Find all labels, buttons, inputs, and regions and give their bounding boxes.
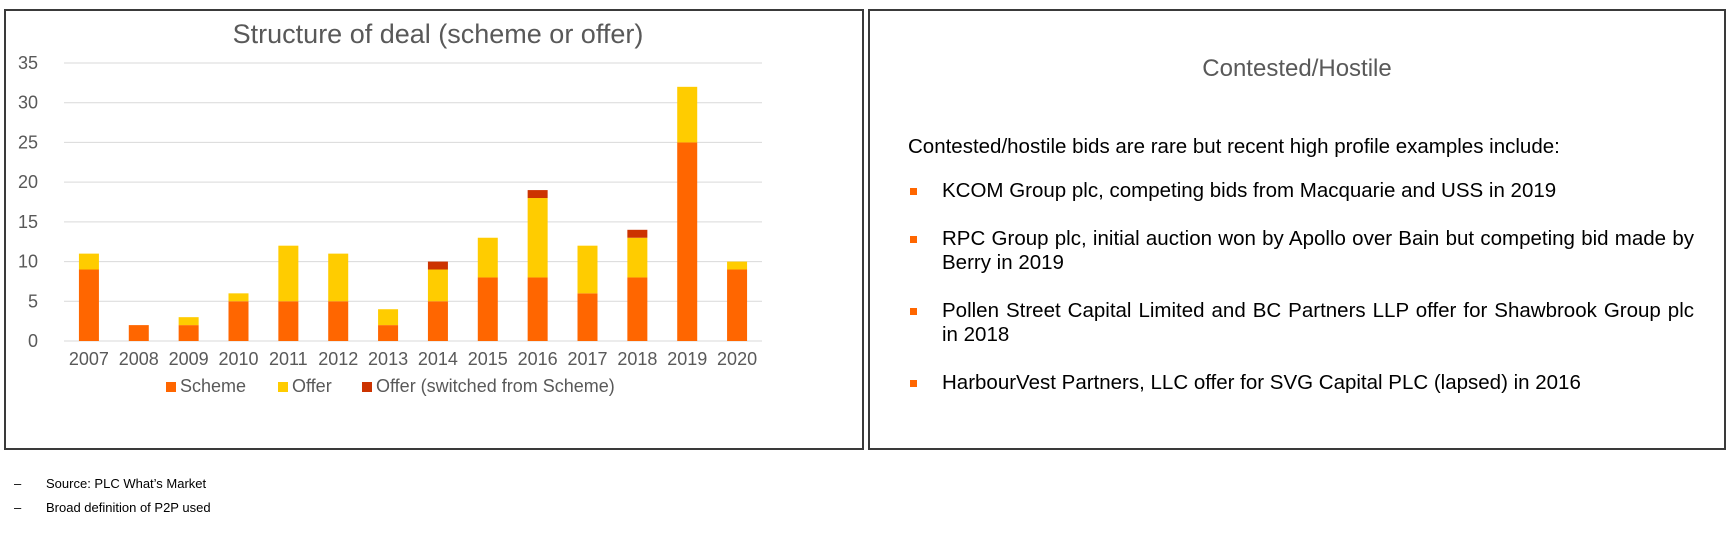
bar-segment: [527, 190, 548, 199]
y-tick-label: 30: [18, 93, 38, 113]
x-tick-label: 2008: [119, 349, 159, 369]
chart-panel: Structure of deal (scheme or offer) 0 5 10…: [4, 9, 864, 450]
footnote-text: Broad definition of P2P used: [46, 500, 211, 515]
x-tick-label: 2009: [169, 349, 209, 369]
x-tick-label: 2007: [69, 349, 109, 369]
bar-segment: [78, 253, 99, 270]
y-tick-label: 20: [18, 172, 38, 192]
bar-segment: [427, 261, 448, 270]
bar-segment: [527, 198, 548, 278]
x-tick-label: 2015: [468, 349, 508, 369]
chart-gridlines: [64, 62, 762, 342]
list-item-text: KCOM Group plc, competing bids from Macq…: [942, 179, 1557, 202]
bar-segment: [627, 277, 648, 341]
square-bullet-icon: [910, 236, 917, 243]
list-item: Pollen Street Capital Limited and BC Par…: [908, 299, 1694, 347]
legend-swatch: [166, 382, 176, 392]
list-item: HarbourVest Partners, LLC offer for SVG …: [908, 371, 1694, 395]
x-tick-label: 2018: [617, 349, 657, 369]
bar-segment: [78, 269, 99, 341]
bar-segment: [527, 277, 548, 341]
bar-segment: [477, 237, 498, 278]
y-tick-label: 0: [28, 331, 38, 351]
bar-segment: [178, 317, 199, 326]
bar-segment: [677, 142, 698, 341]
x-tick-label: 2020: [717, 349, 757, 369]
bar-segment: [328, 253, 349, 302]
x-tick-label: 2010: [218, 349, 258, 369]
bar-segment: [128, 325, 149, 341]
deal-structure-chart: Structure of deal (scheme or offer) 0 5 10…: [18, 19, 762, 396]
contested-hostile-panel: Contested/Hostile Contested/hostile bids…: [868, 9, 1726, 450]
x-tick-label: 2014: [418, 349, 458, 369]
bar-segment: [727, 261, 748, 270]
y-axis-ticks: 0 5 10 15 20 25 30 35: [18, 53, 38, 351]
bar-segment: [228, 293, 249, 302]
list-item-text: Pollen Street Capital Limited and BC Par…: [942, 299, 1694, 346]
bar-segment: [178, 325, 199, 341]
legend-swatch: [278, 382, 288, 392]
bar-segment: [477, 277, 498, 341]
x-tick-label: 2017: [567, 349, 607, 369]
x-axis-ticks: 2007 2008 2009 2010 2011 2012 2013 2014 2015 2016…: [69, 349, 757, 369]
bar-segment: [627, 229, 648, 238]
bar-segment: [727, 269, 748, 341]
square-bullet-icon: [910, 308, 917, 315]
y-tick-label: 5: [28, 291, 38, 311]
footnote-dash: –: [14, 500, 22, 515]
bar-segment: [577, 293, 598, 341]
bar-segment: [278, 301, 299, 341]
bar-segment: [627, 237, 648, 278]
square-bullet-icon: [910, 188, 917, 195]
list-item-text: RPC Group plc, initial auction won by Ap…: [942, 227, 1694, 274]
bar-segment: [378, 325, 399, 341]
chart-legend: Scheme Offer Offer (switched from Scheme): [166, 376, 615, 396]
list-item-text: HarbourVest Partners, LLC offer for SVG …: [942, 371, 1581, 394]
legend-swatch: [362, 382, 372, 392]
list-item: RPC Group plc, initial auction won by Ap…: [908, 227, 1694, 275]
chart-title: Structure of deal (scheme or offer): [233, 19, 644, 49]
y-tick-label: 15: [18, 212, 38, 232]
bar-segment: [677, 86, 698, 143]
x-tick-label: 2019: [667, 349, 707, 369]
list-item: KCOM Group plc, competing bids from Macq…: [908, 179, 1694, 203]
footnote-dash: –: [14, 476, 22, 491]
bar-segment: [427, 269, 448, 302]
y-tick-label: 35: [18, 53, 38, 73]
y-tick-label: 10: [18, 252, 38, 272]
bar-segment: [328, 301, 349, 341]
bar-segment: [577, 245, 598, 294]
bar-segment: [378, 309, 399, 326]
bar-segment: [278, 245, 299, 302]
bar-segment: [427, 301, 448, 341]
footnote-definition: – Broad definition of P2P used: [14, 500, 211, 515]
square-bullet-icon: [910, 380, 917, 387]
x-tick-label: 2011: [269, 349, 308, 369]
y-tick-label: 25: [18, 132, 38, 152]
footnote-source: – Source: PLC What’s Market: [14, 476, 206, 491]
x-tick-label: 2012: [318, 349, 358, 369]
footnote-text: Source: PLC What’s Market: [46, 476, 207, 491]
legend-label: Offer: [292, 376, 332, 396]
examples-list: KCOM Group plc, competing bids from Macq…: [908, 179, 1694, 419]
legend-label: Scheme: [180, 376, 246, 396]
x-tick-label: 2013: [368, 349, 408, 369]
x-tick-label: 2016: [518, 349, 558, 369]
chart-bars: [78, 86, 748, 341]
panel-intro: Contested/hostile bids are rare but rece…: [908, 135, 1560, 158]
legend-label: Offer (switched from Scheme): [376, 376, 615, 396]
panel-title: Contested/Hostile: [1202, 55, 1392, 82]
bar-segment: [228, 301, 249, 341]
